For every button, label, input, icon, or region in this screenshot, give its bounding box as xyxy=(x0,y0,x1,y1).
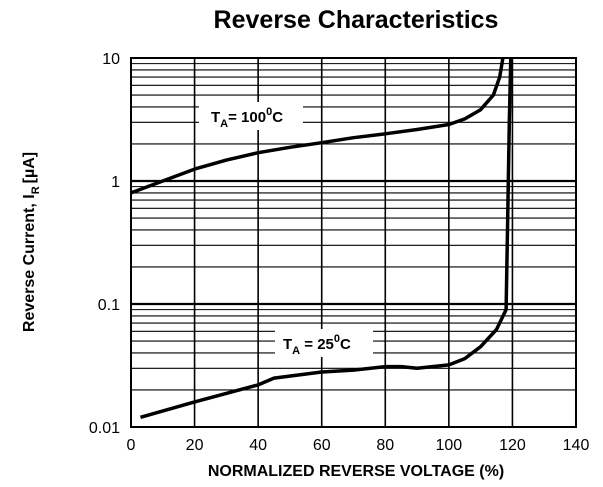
y-tick-label-1: 0.1 xyxy=(98,297,120,314)
x-tick-label-0: 0 xyxy=(127,437,136,454)
series-label-1-part-1: A xyxy=(292,345,300,357)
y-axis-label-unit: [µA] xyxy=(21,152,38,183)
grid-lines xyxy=(131,58,576,427)
x-tick-label-1: 20 xyxy=(186,437,204,454)
series-label-bg-0 xyxy=(199,102,303,130)
x-tick-label-3: 60 xyxy=(313,437,331,454)
series-label-0: TA= 1000C xyxy=(211,106,283,130)
series-label-0-part-3: 0 xyxy=(266,106,272,118)
series-label-0-part-2: = 100 xyxy=(228,109,266,126)
series-label-1-part-0: T xyxy=(283,336,292,353)
plot-frame xyxy=(130,57,577,428)
x-tick-label-2: 40 xyxy=(249,437,267,454)
series-label-1-part-3: 0 xyxy=(334,333,340,345)
y-axis-label: Reverse Current, IR [µA] xyxy=(21,152,42,332)
series-label-bg-1 xyxy=(275,329,373,357)
series-label-0-part-0: T xyxy=(211,109,220,126)
series-label-0-part-4: C xyxy=(272,109,283,126)
tick-labels: 0 20 40 60 80 100 120 140 0.01 0.1 1 10 xyxy=(89,51,590,454)
series-label-1: TA = 250C xyxy=(283,333,351,357)
y-tick-label-3: 10 xyxy=(102,51,120,68)
y-tick-label-2: 1 xyxy=(111,174,120,191)
series-line-0 xyxy=(130,57,505,195)
x-axis-label: NORMALIZED REVERSE VOLTAGE (%) xyxy=(208,463,504,480)
series-label-0-part-1: A xyxy=(220,118,228,130)
y-axis-label-sub: R xyxy=(30,186,42,194)
y-axis-label-main: Reverse Current, I xyxy=(21,194,38,332)
x-tick-label-5: 100 xyxy=(436,437,463,454)
series-lines xyxy=(130,57,513,419)
series-label-1-part-4: C xyxy=(340,336,351,353)
chart-title: Reverse Characteristics xyxy=(214,6,499,34)
x-tick-label-6: 120 xyxy=(499,437,526,454)
x-tick-label-7: 140 xyxy=(563,437,590,454)
x-tick-label-4: 80 xyxy=(376,437,394,454)
series-line-1 xyxy=(140,57,513,419)
y-tick-label-0: 0.01 xyxy=(89,420,120,437)
series-label-1-part-2: = 25 xyxy=(300,336,334,353)
